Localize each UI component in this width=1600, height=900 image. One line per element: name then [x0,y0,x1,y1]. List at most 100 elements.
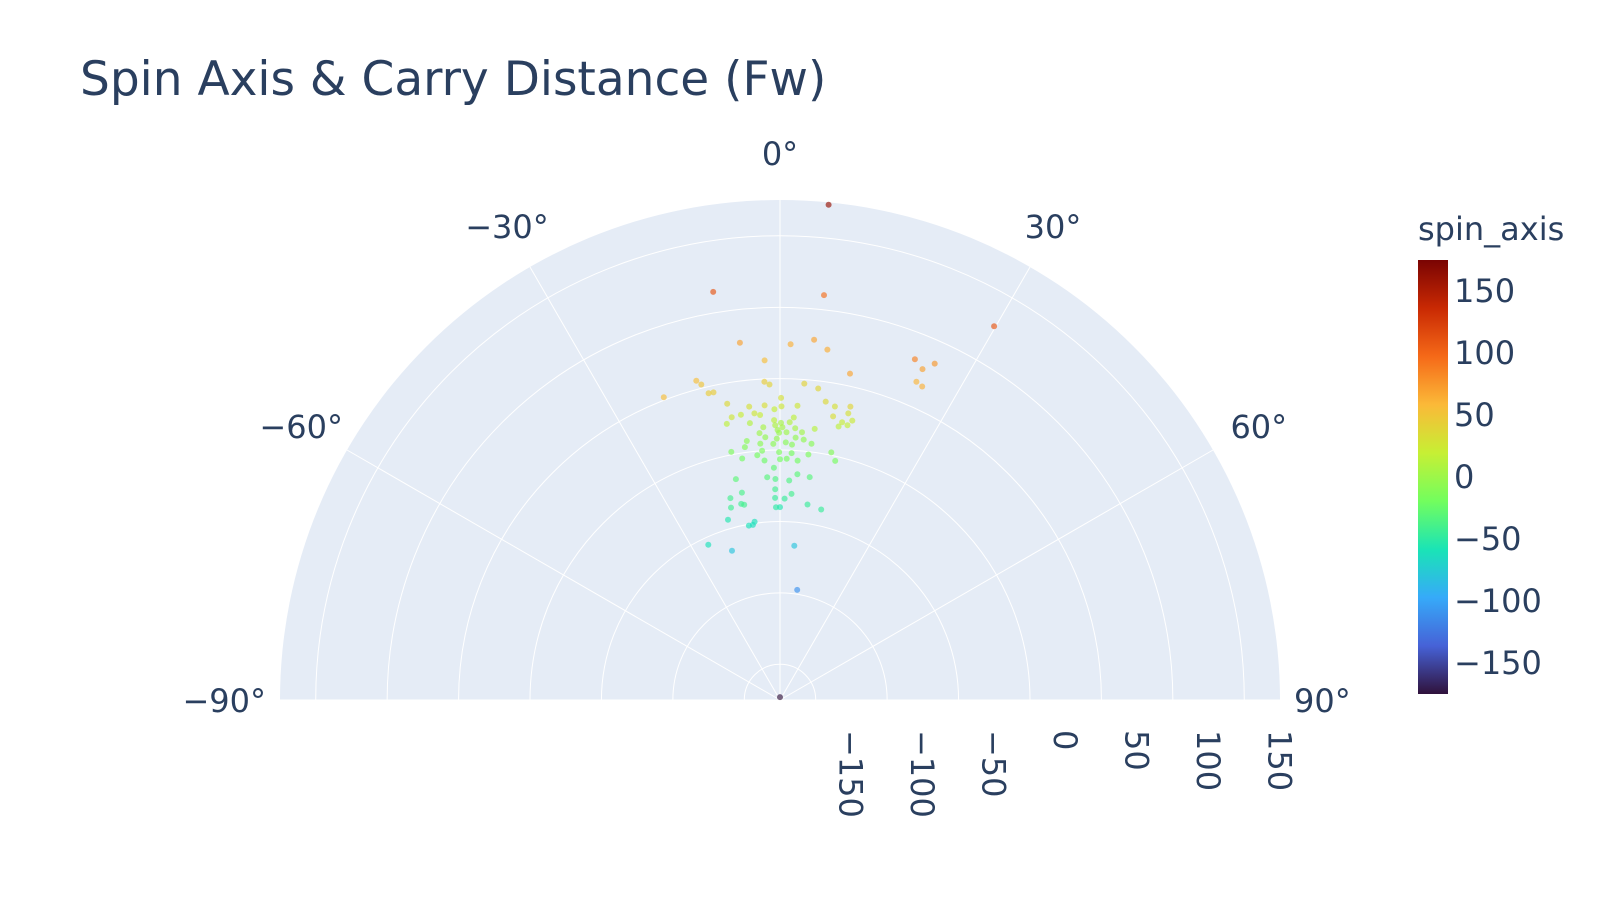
radial-tick-labels: −150 −100 −50 0 50 100 150 [832,730,1299,818]
data-point [777,504,783,511]
data-point [849,417,856,424]
data-point [778,403,785,410]
data-point [839,419,846,426]
data-point [771,406,778,413]
data-point [759,447,766,454]
data-point [772,486,779,493]
data-point [756,430,763,437]
colorbar-tick-label: −50 [1454,520,1522,558]
chart-title: Spin Axis & Carry Distance (Fw) [80,52,827,107]
data-point [724,400,731,407]
data-point [919,366,926,373]
data-point [818,506,825,513]
colorbar-title: spin_axis [1418,210,1564,248]
data-point [770,464,777,471]
data-point [919,383,926,390]
angular-grid-line [779,449,1214,701]
angular-grid-line [529,266,781,701]
data-point [770,440,777,447]
data-point [751,410,758,417]
data-point [757,412,764,418]
data-point [845,410,852,417]
colorbar-tick-label: 0 [1454,458,1474,496]
angular-tick-label: 30° [1025,208,1082,246]
data-point [741,501,748,508]
data-point [761,402,768,409]
data-points [660,201,998,701]
data-point [786,419,793,426]
data-point [805,451,812,458]
data-point [728,504,734,511]
data-point [808,440,815,447]
radial-tick-label: −100 [903,730,941,818]
data-point [787,341,794,348]
radial-tick-label: 100 [1189,730,1227,791]
angular-tick-label: −90° [182,682,266,720]
data-point [728,414,735,421]
data-point [728,448,735,455]
data-point [693,377,700,384]
colorbar-tick-label: 100 [1454,334,1515,372]
data-point [782,439,789,446]
data-point [811,425,818,432]
data-point [800,436,807,443]
data-point [781,495,788,502]
data-point [761,357,768,364]
data-point [746,420,753,427]
data-point [705,390,712,397]
data-point [710,288,717,295]
colorbar-tick-label: −150 [1454,644,1542,682]
data-point [824,346,831,353]
angular-tick-labels: −90° −60° −30° 0° 30° 60° 90° [182,135,1350,720]
data-point [828,449,835,456]
data-point [778,394,785,401]
angular-tick-label: 60° [1230,408,1287,446]
data-point [773,435,780,442]
colorbar-gradient [1418,260,1448,694]
data-point [738,489,745,496]
data-point [847,403,854,410]
angular-grid-line [779,266,1031,701]
radial-tick-label: 50 [1117,730,1155,771]
data-point [790,414,797,421]
data-point [698,381,705,388]
data-point [792,434,799,441]
data-point [821,292,827,299]
data-point [737,411,744,418]
data-point [794,457,801,464]
angular-tick-label: 90° [1294,682,1351,720]
angular-tick-label: 0° [762,135,798,173]
data-point [766,381,773,388]
data-point [991,323,998,330]
data-point [799,429,805,436]
data-point [825,201,832,208]
data-point [811,336,818,343]
data-point [788,490,795,497]
data-point [794,402,801,409]
data-point [727,495,734,502]
data-point [725,516,731,523]
data-point [772,476,779,482]
data-point [771,417,778,424]
angular-tick-label: −60° [259,408,343,446]
data-point [761,457,768,464]
colorbar-tick-label: 50 [1454,396,1495,434]
data-point [723,420,730,427]
data-point [830,413,837,420]
data-point [761,378,768,385]
data-point [835,423,842,430]
colorbar-tick-label: 150 [1454,272,1515,310]
data-point [710,389,717,396]
data-point [789,441,795,448]
colorbar: spin_axis 150 100 50 0 −50 −100 −150 [1418,210,1564,694]
data-point [815,385,822,392]
data-point [844,422,851,429]
data-point [764,474,771,481]
data-point [757,440,764,447]
data-point [801,380,808,387]
data-point [788,450,795,457]
data-point [777,456,783,463]
data-point [911,356,918,363]
angular-grid-line [346,449,781,701]
data-point [746,403,753,410]
